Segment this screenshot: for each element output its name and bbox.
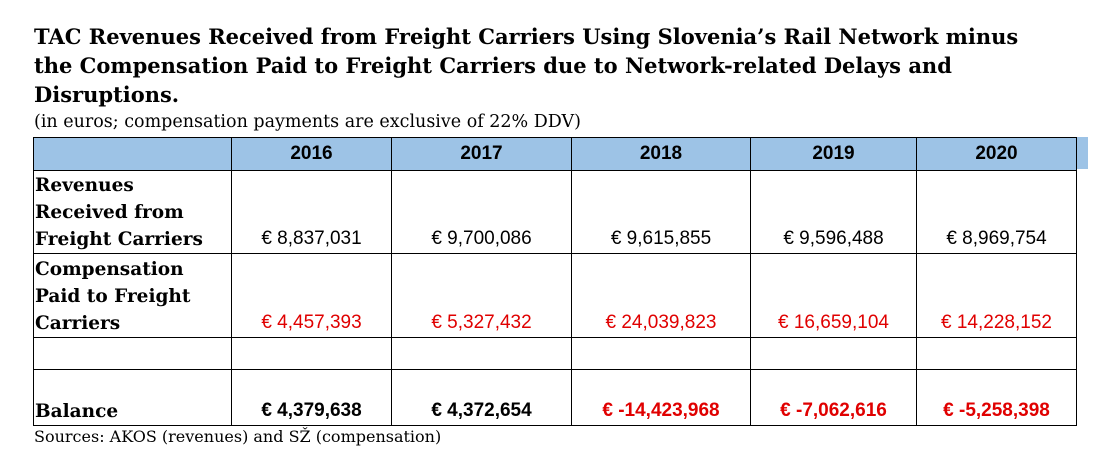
header-corner-cell: [33, 137, 232, 171]
table-row-balance: Balance € 4,379,638 € 4,372,654 € -14,42…: [33, 369, 1077, 426]
compensation-2016: € 4,457,393: [231, 253, 392, 338]
header-row: 2016 2017 2018 2019 2020: [33, 137, 1077, 171]
balance-2016: € 4,379,638: [231, 369, 392, 426]
spacer-cell: [391, 337, 572, 370]
revenues-2017: € 9,700,086: [391, 170, 572, 254]
header-year-2018: 2018: [571, 137, 751, 171]
header-year-2017: 2017: [391, 137, 572, 171]
balance-2018: € -14,423,968: [571, 369, 751, 426]
spacer-cell: [571, 337, 751, 370]
revenues-2018: € 9,615,855: [571, 170, 751, 254]
table-subtitle: (in euros; compensation payments are exc…: [34, 112, 581, 132]
compensation-2020: € 14,228,152: [916, 253, 1077, 338]
table-row-revenues: Revenues Received from Freight Carriers …: [33, 170, 1077, 254]
table-title: TAC Revenues Received from Freight Carri…: [34, 24, 1019, 107]
spacer-cell: [916, 337, 1077, 370]
compensation-2018: € 24,039,823: [571, 253, 751, 338]
revenues-2019: € 9,596,488: [750, 170, 917, 254]
compensation-2017: € 5,327,432: [391, 253, 572, 338]
balance-2020: € -5,258,398: [916, 369, 1077, 426]
table-row-spacer: [33, 337, 1077, 370]
balance-2017: € 4,372,654: [391, 369, 572, 426]
revenues-2020: € 8,969,754: [916, 170, 1077, 254]
spacer-label-cell: [33, 337, 232, 370]
spacer-cell: [231, 337, 392, 370]
revenue-table: 2016 2017 2018 2019 2020 Revenues Receiv…: [33, 137, 1077, 426]
sources-note: Sources: AKOS (revenues) and SŽ (compens…: [34, 427, 442, 446]
spacer-cell: [750, 337, 917, 370]
header-fill-extension: [1076, 137, 1088, 169]
header-year-2016: 2016: [231, 137, 392, 171]
header-year-2020: 2020: [916, 137, 1077, 171]
row-label-compensation: Compensation Paid to Freight Carriers: [33, 253, 232, 338]
balance-2019: € -7,062,616: [750, 369, 917, 426]
header-year-2019: 2019: [750, 137, 917, 171]
compensation-2019: € 16,659,104: [750, 253, 917, 338]
row-label-balance: Balance: [33, 369, 232, 426]
revenues-2016: € 8,837,031: [231, 170, 392, 254]
row-label-revenues: Revenues Received from Freight Carriers: [33, 170, 232, 254]
table-row-compensation: Compensation Paid to Freight Carriers € …: [33, 253, 1077, 338]
